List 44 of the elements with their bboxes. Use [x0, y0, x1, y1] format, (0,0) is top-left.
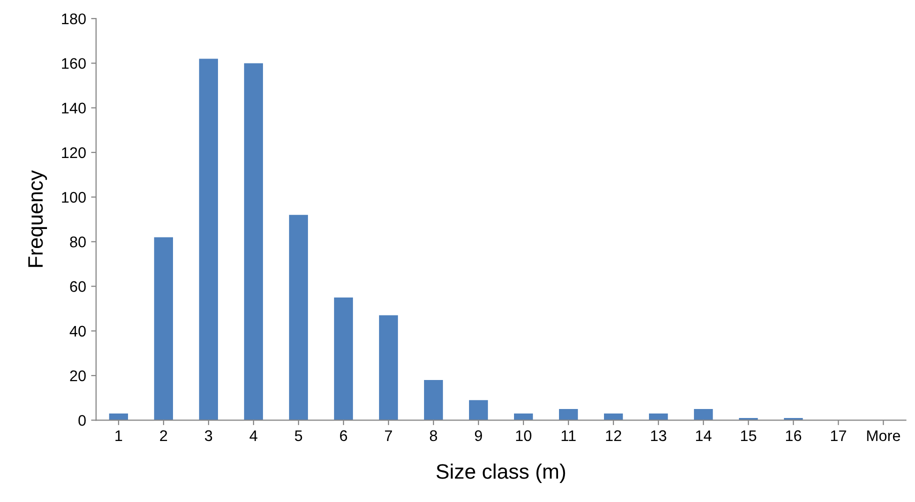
bar — [379, 315, 398, 420]
x-axis-title: Size class (m) — [436, 464, 566, 483]
x-tick-label: 4 — [250, 430, 258, 441]
y-tick-label: 180 — [62, 13, 86, 24]
bar — [424, 380, 443, 420]
bar — [514, 413, 533, 420]
y-tick-label: 20 — [70, 370, 86, 382]
y-tick-label: 40 — [70, 326, 86, 337]
y-tick-label: 100 — [62, 192, 86, 203]
x-tick-label: More — [867, 430, 900, 442]
x-tick-label: 17 — [831, 430, 846, 441]
bar — [469, 400, 488, 420]
x-tick-label: 10 — [516, 430, 532, 442]
x-tick-label: 6 — [340, 430, 348, 442]
bar — [244, 63, 263, 420]
x-tick-label: 7 — [385, 430, 392, 441]
bar — [289, 214, 308, 420]
bar — [604, 413, 623, 420]
x-tick-label: 15 — [741, 430, 756, 442]
y-tick-label: 0 — [78, 415, 86, 426]
x-tick-label: 16 — [786, 430, 802, 442]
x-tick-label: 8 — [430, 430, 438, 442]
bar — [694, 409, 713, 420]
y-tick-label: 120 — [62, 147, 86, 158]
y-tick-label: 60 — [70, 281, 86, 292]
x-tick-label: 14 — [696, 430, 712, 441]
bar — [154, 237, 174, 420]
x-tick-label: 3 — [204, 430, 212, 442]
y-tick-label: 140 — [62, 102, 86, 114]
bar — [334, 297, 353, 420]
bar — [558, 409, 578, 420]
y-tick-label: 80 — [70, 236, 86, 248]
bar — [109, 413, 128, 420]
y-axis-title: Frequency — [28, 170, 47, 267]
x-tick-label: 11 — [562, 430, 576, 441]
x-tick-label: 5 — [294, 430, 302, 442]
x-tick-label: 13 — [651, 430, 666, 442]
bar — [648, 413, 668, 420]
y-tick-label: 160 — [62, 58, 86, 69]
x-tick-label: 2 — [160, 430, 168, 441]
x-tick-label: 1 — [115, 430, 122, 441]
x-tick-label: 12 — [606, 430, 622, 441]
x-tick-label: 9 — [474, 430, 482, 442]
bar — [199, 58, 218, 420]
